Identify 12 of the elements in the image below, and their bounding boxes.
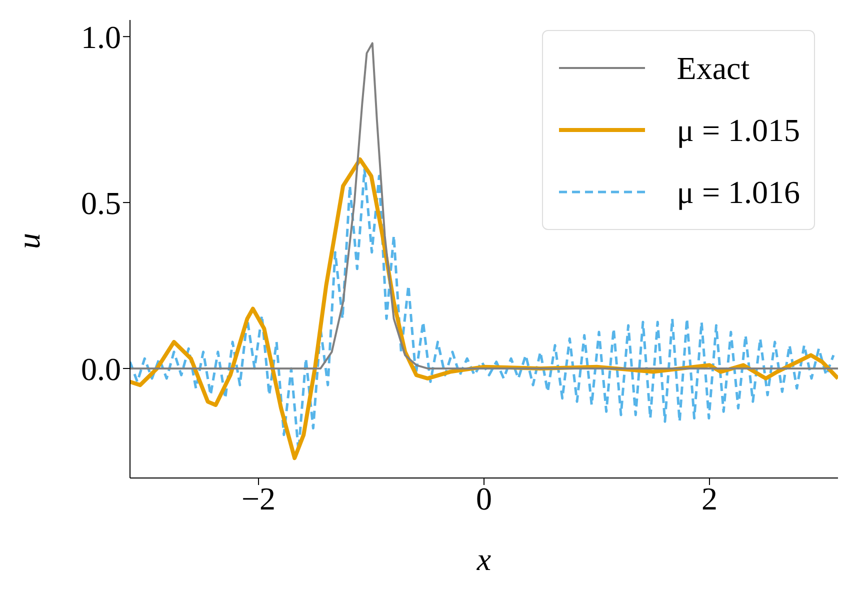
line-series: [130, 42, 838, 370]
x-tick-label: −2: [242, 480, 276, 517]
y-tick-label: 1.0: [81, 18, 121, 55]
legend-label: μ = 1.015: [676, 112, 800, 148]
y-tick-label: 0.5: [81, 184, 121, 221]
y-axis-title: u: [10, 233, 46, 249]
x-tick-label: 2: [701, 480, 718, 517]
x-tick-label: 0: [476, 480, 492, 517]
x-axis-title: x: [476, 541, 492, 577]
legend-label: Exact: [676, 50, 750, 86]
legend-label: μ = 1.016: [676, 174, 800, 210]
y-tick-label: 0.0: [81, 350, 121, 387]
